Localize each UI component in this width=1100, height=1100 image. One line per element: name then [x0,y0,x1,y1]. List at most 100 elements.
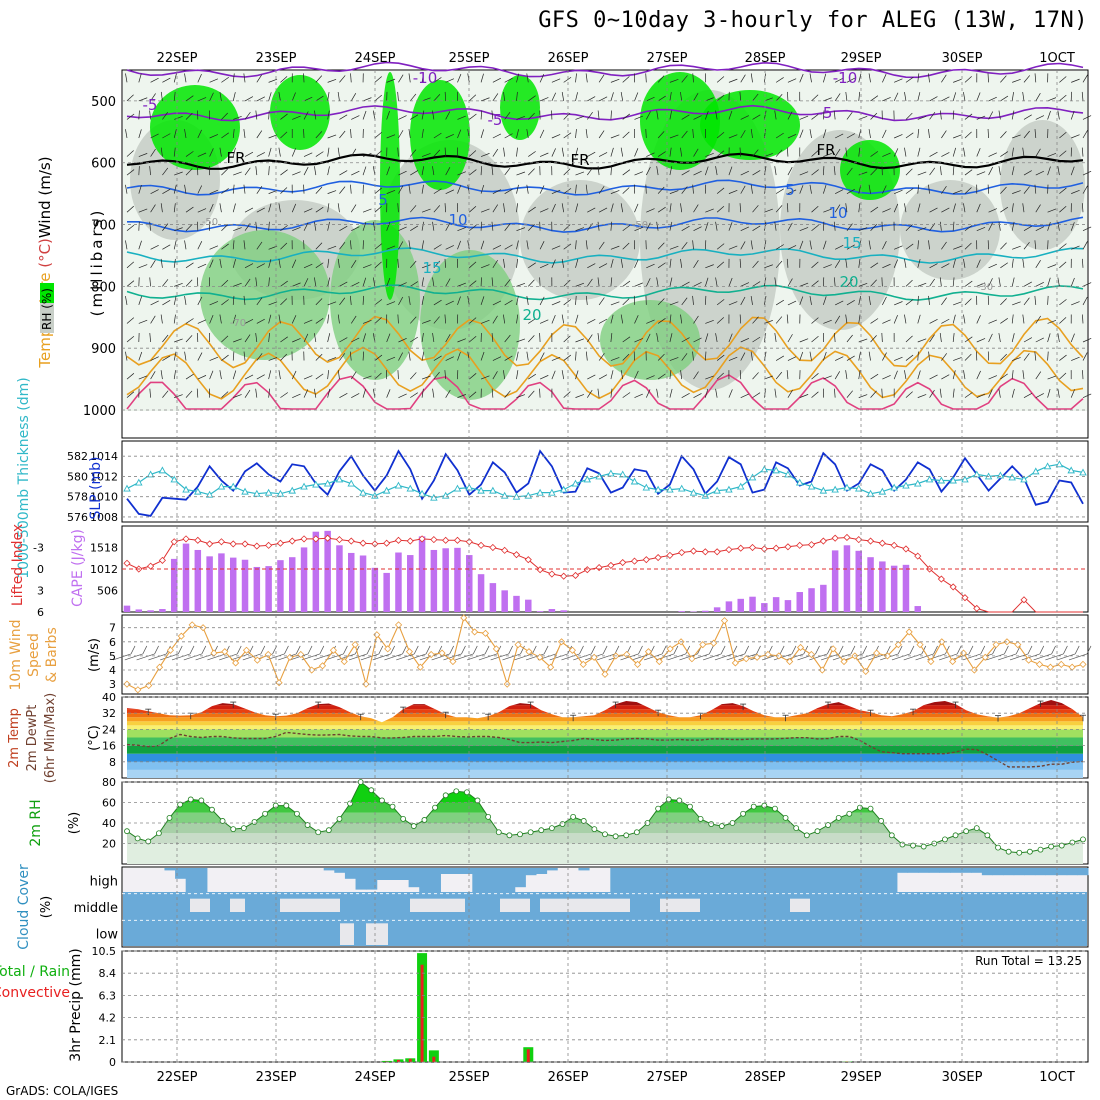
wind-barb [1057,166,1060,176]
wind-barb [280,353,288,361]
wind-barb [575,394,585,398]
wind-barb-10m [219,653,238,661]
wind-barb [622,280,631,287]
wind-barb [173,258,176,268]
wind-barb [551,92,557,102]
wind-barb [526,240,529,250]
thickness-point [1008,473,1016,481]
cloud-high-cell [896,868,909,873]
wind-barb [185,318,194,324]
wind-barb [858,394,868,398]
wind-barb [598,152,608,157]
contour-label: -10 [413,69,438,87]
wind-barb [692,240,694,250]
wind-barb [799,227,809,232]
wind-speed-point [1068,663,1076,671]
wind-barb-tick [1074,645,1080,655]
wind-barb [315,353,323,361]
wind-barb [280,131,288,139]
wind-barb [421,295,425,305]
wind-barb [740,282,750,287]
wind-barb [232,240,235,250]
wind-barb [221,391,229,398]
contour-label: 10 [828,204,847,222]
wind-barb [575,184,577,194]
wind-barb [870,373,879,380]
cape-bar [536,611,544,612]
wind-barb-10m [443,653,462,661]
wind-barb [232,351,235,361]
wind-barb [575,314,579,324]
wind-barb [516,351,519,361]
wind-barb [964,336,973,343]
wind-barb [457,338,466,343]
cloud-high-cell [950,868,962,873]
wind-barb [998,388,1001,398]
wind-barb [904,370,907,380]
wind-barb [693,170,702,176]
wind-barb [457,351,461,361]
wind-barb [303,96,313,102]
wind-barb [278,203,281,213]
li-point [737,544,745,552]
wind-barb [219,91,222,101]
wind-barb [692,184,694,194]
wind-barb [905,335,913,343]
wind-barb [669,258,672,268]
thickness-point [182,485,190,493]
rh-point [527,829,534,836]
wind-barb [196,332,199,343]
wind-barb [610,92,614,102]
wind-barb [845,370,848,380]
wind-barb [351,337,360,343]
wind-barb [1035,204,1041,213]
wind-barb [173,147,176,157]
wind-barb [963,203,966,213]
cloud-mid-gap [790,898,800,912]
wind-barb-10m [478,653,497,661]
wind-barb [150,148,156,157]
wind-barb [858,129,862,139]
wind-barb [870,206,879,213]
wind-barb [964,242,972,250]
wind-barb [681,186,688,194]
wind-barb [337,258,340,268]
cape-bar [147,610,154,612]
upper-ylabel: Temperature (°C)Wind (m/s) [36,156,54,368]
cloud-high-cell [748,868,760,892]
wind-barb [516,129,519,139]
wind-barb [268,203,272,213]
wind-barb [693,393,702,398]
wind-barb [516,296,519,305]
wind-barb [539,263,549,269]
wind-barb [292,115,301,120]
wind-barb [858,240,862,250]
wind-barb [905,354,914,361]
wind-barb [976,115,986,120]
wind-barb-10m [148,653,167,661]
wind-barb [622,187,630,194]
wind-barb [1059,206,1067,213]
wind-barb [799,351,804,361]
isotherm--10 [126,61,1084,79]
cape-bar [206,556,213,612]
precip-tick-label: 10.5 [92,945,117,958]
wind-barb-tick [154,645,159,655]
cape-bar [371,567,379,612]
wind-barb [775,188,784,194]
li-point [890,541,898,549]
wind-barb [421,277,424,287]
cloud-mid-gap [560,898,630,912]
wind-barb [1059,261,1067,269]
wind-barb [444,258,447,268]
wind-barb [750,351,753,361]
wind-barb [587,151,596,157]
rh-gray-area [900,180,1000,280]
wind-barb [410,336,419,343]
cloud-high-cell [865,868,877,892]
wind-barb [834,93,841,102]
wind-barb [622,336,631,343]
wind-barb [669,370,672,380]
wind-barb [444,203,447,213]
wind-barb-10m [372,653,391,661]
